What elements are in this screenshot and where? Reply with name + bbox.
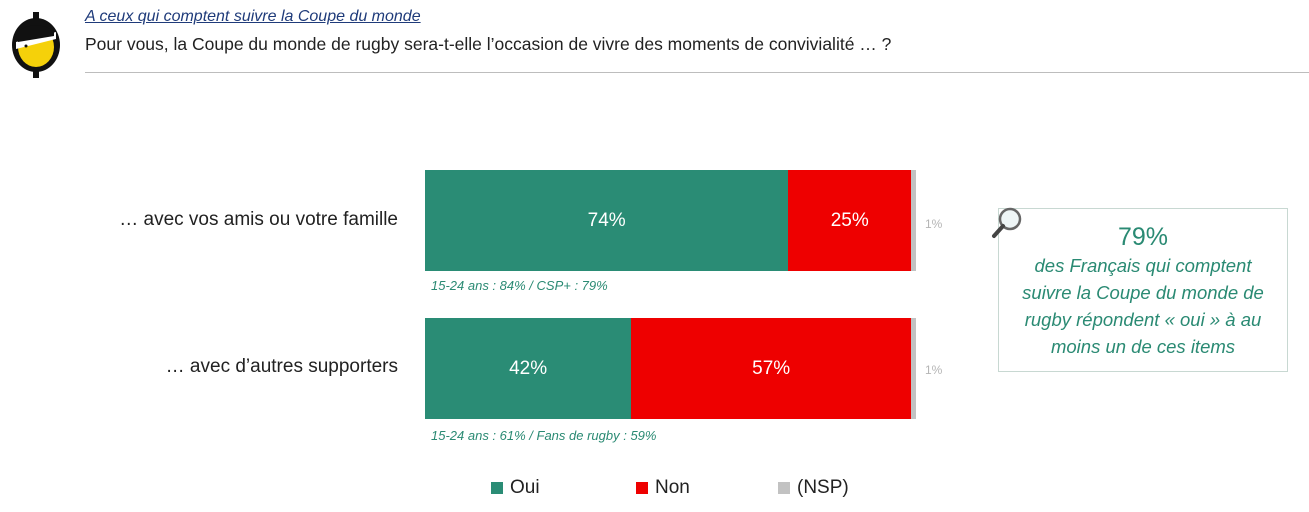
bar-segment-oui: 74% [425,170,789,271]
bar-segment-oui: 42% [425,318,632,419]
legend-swatch-nsp [778,482,790,494]
legend-item-non: Non [636,477,778,499]
bar-segment-non: 57% [631,318,912,419]
legend-item-oui: Oui [491,477,636,499]
bar-segment-non: 25% [788,170,912,271]
legend-swatch-non [636,482,648,494]
subgroup-note: 15-24 ans : 84% / CSP+ : 79% [431,278,608,293]
legend-label: Non [655,477,690,498]
stacked-bar-autres-supporters: 42% 57% [425,318,916,419]
subgroup-note: 15-24 ans : 61% / Fans de rugby : 59% [431,428,657,443]
legend-label: (NSP) [797,477,849,498]
legend-swatch-oui [491,482,503,494]
stacked-bar-amis-famille: 74% 25% [425,170,916,271]
legend-label: Oui [510,477,540,498]
magnifier-icon [992,207,1022,238]
survey-question: Pour vous, la Coupe du monde de rugby se… [85,34,892,54]
legend-item-nsp: (NSP) [778,477,849,499]
chart-legend: Oui Non (NSP) [491,477,849,499]
nsp-value-label: 1% [925,363,943,377]
bar-segment-nsp [911,318,916,419]
row-label-amis-famille: … avec vos amis ou votre famille [119,209,398,230]
bar-segment-nsp [911,170,916,271]
nsp-value-label: 1% [925,217,943,231]
insight-callout: 79% des Français qui comptent suivre la … [998,208,1288,372]
row-label-autres-supporters: … avec d’autres supporters [165,356,398,377]
header-divider [85,72,1309,73]
brand-logo [12,12,60,78]
callout-value: 79% [1117,223,1169,251]
survey-subtitle: A ceux qui comptent suivre la Coupe du m… [85,8,421,25]
callout-text: des Français qui comptent suivre la Coup… [1022,255,1264,357]
